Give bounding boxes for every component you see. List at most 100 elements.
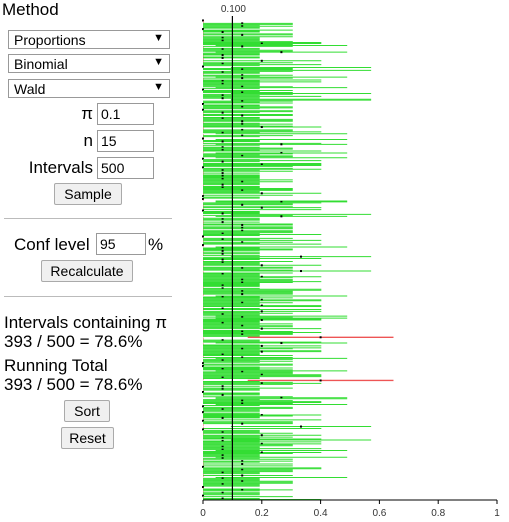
point-estimate xyxy=(221,295,224,298)
point-estimate xyxy=(241,189,244,192)
conf-level-input[interactable]: 95 xyxy=(96,233,146,255)
point-estimate xyxy=(202,209,204,212)
point-estimate xyxy=(221,175,224,177)
point-estimate xyxy=(221,131,224,134)
point-estimate xyxy=(221,62,224,65)
point-estimate xyxy=(241,267,244,270)
n-input[interactable]: 15 xyxy=(97,130,154,152)
sample-button[interactable]: Sample xyxy=(54,183,122,205)
point-estimate xyxy=(260,206,263,209)
point-estimate xyxy=(241,488,244,491)
x-tick-label: 0.2 xyxy=(255,508,269,519)
point-estimate xyxy=(241,333,244,336)
x-tick-label: 0 xyxy=(200,508,206,519)
point-estimate xyxy=(221,117,224,120)
point-estimate xyxy=(260,192,263,195)
intervals-input[interactable]: 500 xyxy=(97,157,154,179)
point-estimate xyxy=(221,172,224,175)
running-total-value: 393 / 500 = 78.6% xyxy=(4,375,143,394)
point-estimate xyxy=(221,376,224,379)
x-axis: 0 0.2 0.4 0.6 0.8 1 xyxy=(200,499,500,519)
point-estimate xyxy=(260,344,263,347)
point-estimate xyxy=(221,339,224,342)
point-estimate xyxy=(202,365,204,368)
point-estimate xyxy=(221,252,224,255)
point-estimate xyxy=(202,411,204,414)
point-estimate xyxy=(260,319,263,321)
point-estimate xyxy=(241,460,244,463)
interval-type-select[interactable]: Wald ▼ xyxy=(8,79,170,98)
point-estimate xyxy=(241,123,244,126)
point-estimate xyxy=(241,370,244,373)
point-estimate xyxy=(319,336,322,339)
conf-level-label: Conf level xyxy=(14,235,90,254)
point-estimate xyxy=(241,281,244,284)
point-estimate xyxy=(221,249,224,252)
point-estimate xyxy=(202,137,204,140)
percent-unit: % xyxy=(148,235,164,254)
point-estimate xyxy=(202,362,204,365)
intervals-group xyxy=(202,16,394,501)
point-estimate xyxy=(280,200,283,203)
point-estimate xyxy=(280,51,283,54)
point-estimate xyxy=(260,442,263,445)
point-estimate xyxy=(221,48,224,51)
point-estimate xyxy=(221,287,224,290)
point-estimate xyxy=(221,497,224,500)
point-estimate xyxy=(260,275,263,278)
point-estimate xyxy=(260,310,263,313)
point-estimate xyxy=(241,85,244,88)
recalculate-button[interactable]: Recalculate xyxy=(41,260,133,282)
point-estimate xyxy=(241,22,244,25)
point-estimate xyxy=(260,350,263,353)
point-estimate xyxy=(241,223,244,226)
point-estimate xyxy=(241,463,244,465)
point-estimate xyxy=(241,422,244,425)
point-estimate xyxy=(221,177,224,180)
point-estimate xyxy=(241,290,244,293)
chevron-down-icon: ▼ xyxy=(153,56,164,68)
method-select[interactable]: Proportions ▼ xyxy=(8,30,170,49)
point-estimate xyxy=(221,71,224,74)
point-estimate xyxy=(221,448,224,451)
point-estimate xyxy=(241,226,244,229)
point-estimate xyxy=(241,180,244,183)
point-estimate xyxy=(202,19,204,22)
distribution-select[interactable]: Binomial ▼ xyxy=(8,54,170,73)
point-estimate xyxy=(202,428,204,431)
point-estimate xyxy=(221,79,224,82)
point-estimate xyxy=(221,39,224,42)
point-estimate xyxy=(221,140,224,143)
true-value-label: 0.100 xyxy=(221,4,246,15)
point-estimate xyxy=(241,468,244,471)
point-estimate xyxy=(221,31,224,33)
interval-type-select-value: Wald xyxy=(14,81,46,97)
point-estimate xyxy=(202,391,204,393)
x-tick-label: 0.8 xyxy=(431,508,445,519)
point-estimate xyxy=(202,198,204,201)
point-estimate xyxy=(260,42,263,45)
point-estimate xyxy=(241,324,244,327)
point-estimate xyxy=(241,74,244,77)
point-estimate xyxy=(202,166,204,169)
point-estimate xyxy=(241,154,244,157)
point-estimate xyxy=(241,480,244,483)
point-estimate xyxy=(202,419,204,422)
point-estimate xyxy=(241,77,244,80)
reset-button[interactable]: Reset xyxy=(61,427,114,449)
point-estimate xyxy=(241,203,244,206)
point-estimate xyxy=(221,36,224,39)
point-estimate xyxy=(221,408,224,411)
x-tick-label: 0.6 xyxy=(372,508,386,519)
point-estimate xyxy=(241,229,244,232)
point-estimate xyxy=(300,270,302,273)
point-estimate xyxy=(221,416,224,419)
sort-button[interactable]: Sort xyxy=(64,400,110,422)
pi-input[interactable]: 0.1 xyxy=(97,103,154,125)
point-estimate xyxy=(260,373,263,376)
point-estimate xyxy=(221,258,224,261)
point-estimate xyxy=(221,491,224,494)
point-estimate xyxy=(280,143,283,146)
point-estimate xyxy=(202,465,204,468)
point-estimate xyxy=(221,445,224,448)
